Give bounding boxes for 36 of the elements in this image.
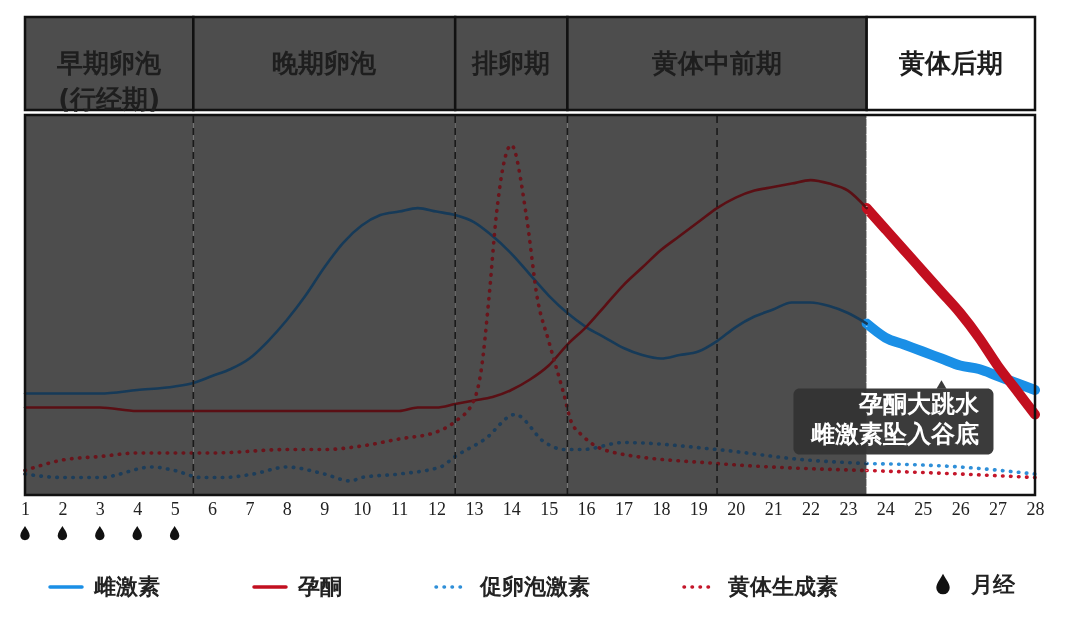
legend-label: 孕酮 — [297, 574, 342, 599]
legend-label: 促卵泡激素 — [479, 574, 590, 599]
x-tick-label: 14 — [502, 498, 521, 519]
x-tick-label: 27 — [989, 498, 1008, 519]
x-tick-label: 12 — [427, 498, 446, 519]
x-tick-label: 3 — [95, 498, 105, 519]
x-tick-label: 24 — [876, 498, 895, 519]
x-tick-label: 21 — [764, 498, 783, 519]
x-tick-label: 10 — [353, 498, 372, 519]
annotation: 雌激素坠入谷底 — [810, 419, 980, 448]
x-tick-label: 25 — [914, 498, 933, 519]
legend-label: 月经 — [970, 572, 1016, 598]
x-tick-label: 16 — [577, 498, 596, 519]
x-tick-label: 13 — [465, 498, 484, 519]
x-tick-label: 19 — [689, 498, 708, 519]
x-tick-label: 5 — [170, 498, 180, 519]
legend-label: 黄体生成素 — [727, 574, 838, 599]
x-tick-label: 23 — [839, 498, 858, 519]
x-tick-label: 4 — [133, 498, 143, 519]
legend-label: 雌激素 — [93, 574, 160, 599]
x-tick-label: 17 — [615, 498, 634, 519]
x-tick-label: 2 — [58, 498, 68, 519]
x-tick-label: 8 — [282, 498, 292, 519]
x-tick-label: 1 — [21, 498, 30, 519]
x-tick-label: 18 — [652, 498, 671, 519]
x-tick-label: 20 — [727, 498, 746, 519]
band-label: 黄体后期 — [897, 47, 1003, 78]
x-tick-label: 9 — [320, 498, 330, 519]
x-tick-label: 15 — [540, 498, 559, 519]
x-tick-label: 11 — [390, 498, 409, 519]
x-tick-label: 22 — [802, 498, 821, 519]
x-tick-label: 7 — [245, 498, 255, 519]
x-tick-label: 28 — [1026, 498, 1045, 519]
x-tick-label: 26 — [951, 498, 970, 519]
x-tick-label: 6 — [208, 498, 218, 519]
annotation: 孕酮大跳水 — [858, 389, 981, 418]
